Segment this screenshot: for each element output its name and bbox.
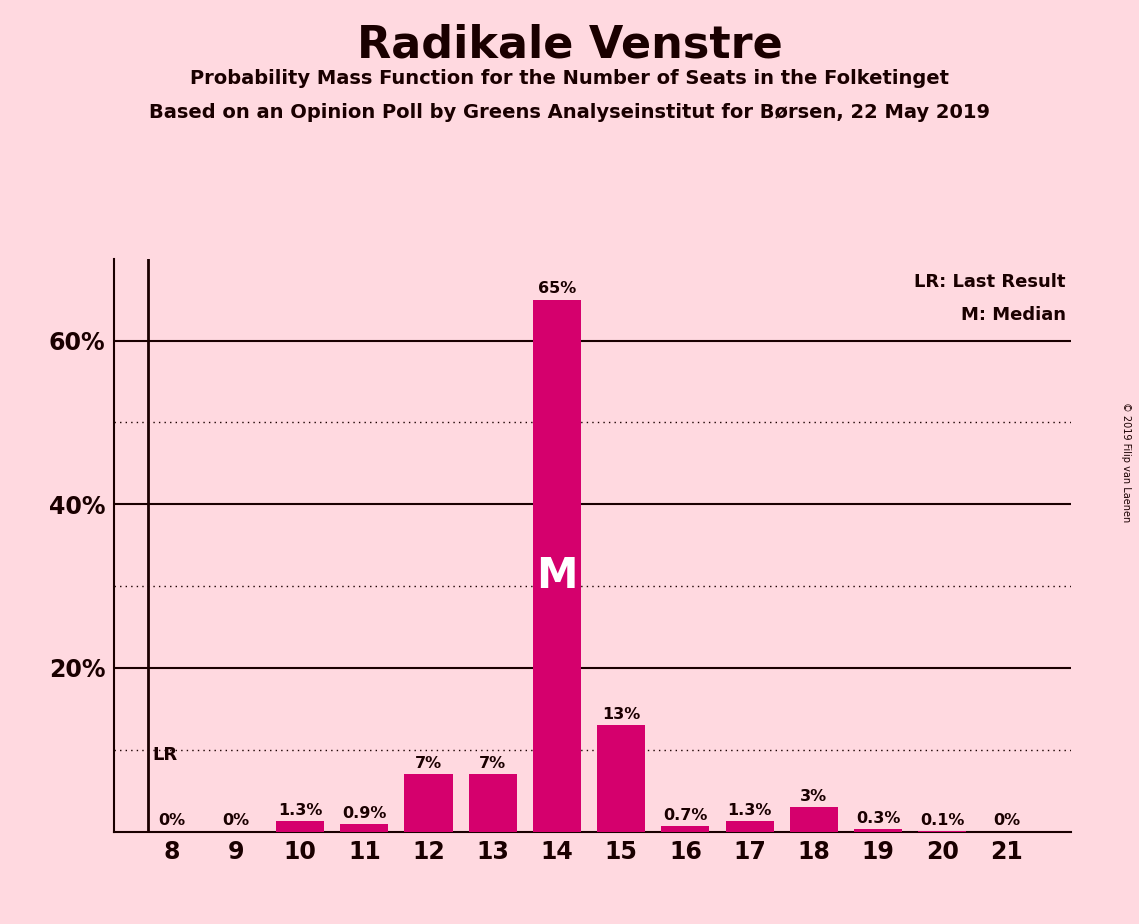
Text: 7%: 7% — [480, 756, 507, 771]
Text: 7%: 7% — [415, 756, 442, 771]
Text: 3%: 3% — [801, 789, 827, 804]
Text: Based on an Opinion Poll by Greens Analyseinstitut for Børsen, 22 May 2019: Based on an Opinion Poll by Greens Analy… — [149, 103, 990, 123]
Bar — [276, 821, 325, 832]
Text: M: Median: M: Median — [961, 306, 1066, 323]
Text: Probability Mass Function for the Number of Seats in the Folketinget: Probability Mass Function for the Number… — [190, 69, 949, 89]
Bar — [341, 824, 388, 832]
Bar — [468, 774, 517, 832]
Text: © 2019 Filip van Laenen: © 2019 Filip van Laenen — [1121, 402, 1131, 522]
Text: 1.3%: 1.3% — [728, 803, 772, 818]
Text: 0.1%: 0.1% — [920, 812, 965, 828]
Text: 0.3%: 0.3% — [855, 811, 900, 826]
Bar — [533, 299, 581, 832]
Bar — [854, 829, 902, 832]
Text: 0.9%: 0.9% — [342, 806, 386, 821]
Bar — [662, 826, 710, 832]
Text: 0%: 0% — [222, 813, 249, 828]
Text: 0%: 0% — [158, 813, 186, 828]
Text: 0%: 0% — [993, 813, 1021, 828]
Text: LR: Last Result: LR: Last Result — [915, 274, 1066, 291]
Text: LR: LR — [153, 746, 178, 763]
Bar — [726, 821, 773, 832]
Text: 13%: 13% — [603, 707, 640, 722]
Text: 65%: 65% — [538, 282, 576, 297]
Text: 1.3%: 1.3% — [278, 803, 322, 818]
Bar — [789, 807, 838, 832]
Bar — [404, 774, 452, 832]
Bar — [597, 725, 646, 832]
Text: 0.7%: 0.7% — [663, 808, 707, 822]
Text: Radikale Venstre: Radikale Venstre — [357, 23, 782, 67]
Text: M: M — [536, 555, 577, 597]
